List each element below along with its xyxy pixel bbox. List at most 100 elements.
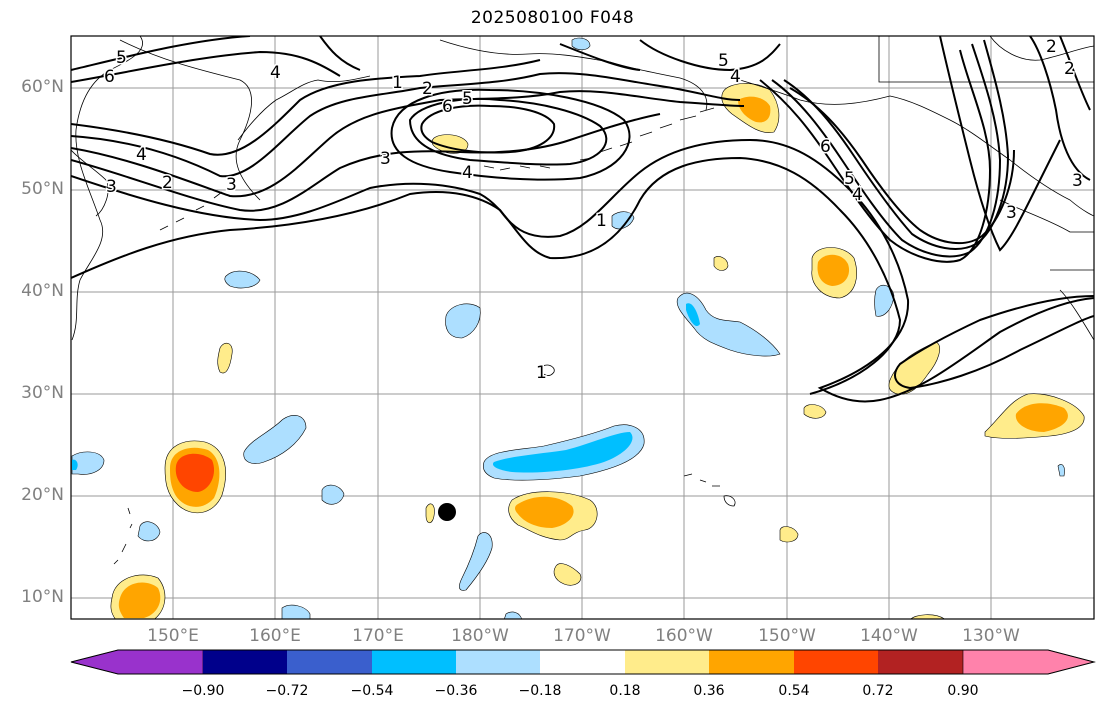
lon-label: 150°E [147,626,199,646]
cool-blob [224,270,261,289]
lon-label: 180°W [451,626,509,646]
colorbar-tick-label: 0.36 [693,683,725,699]
warm-blob [553,563,582,586]
colorbar-tick-label: 0.90 [947,683,979,699]
cool-blob [874,284,895,317]
colorbar-cell [962,649,1096,675]
colorbar-cell [372,650,456,674]
colorbar-tick-label: −0.72 [265,683,309,699]
lon-label: 150°W [758,626,816,646]
contour-label: 6 [104,67,115,87]
colorbar-tick-label: 0.18 [609,683,641,699]
colorbar-cell [878,650,963,674]
warm-blob [118,582,161,618]
contour-label: 4 [270,63,281,83]
contour-label: 2 [422,79,433,99]
storm-position-marker [438,503,456,521]
lon-label: 170°W [553,626,611,646]
colorbar-cell [456,650,540,674]
colorbar-cell [70,649,204,675]
warm-blob [425,503,435,524]
colorbar-outline [70,649,1096,675]
colorbar [70,649,1096,675]
contour-label-group: 5 6 4 1 2 6 5 3 4 1 2 4 3 3 1 4 5 6 5 4 … [103,36,1085,385]
warm-blob [515,496,574,528]
colorbar-tick-label: −0.36 [434,683,478,699]
cool-blob [571,37,591,51]
warm-blob [175,453,215,492]
lat-label: 50°N [21,179,64,199]
gridlines [71,36,1094,619]
contour-label: 2 [1064,59,1075,79]
contour-label: 3 [106,177,117,197]
contour-label: 5 [718,51,729,71]
contour-label: 4 [852,185,863,205]
lon-label: 160°E [249,626,301,646]
lat-label: 30°N [21,383,64,403]
colorbar-tick-label: 0.54 [778,683,810,699]
contour-label: 1 [596,211,607,231]
lat-label: 40°N [21,281,64,301]
colorbar-cell [794,650,878,674]
cool-blob [72,459,78,470]
cool-blob [445,303,481,339]
lon-label: 160°W [655,626,713,646]
lat-label: 20°N [21,485,64,505]
warm-blob [779,526,799,543]
contour-label: 3 [1072,171,1083,191]
anomaly-shading [71,37,1085,619]
contour-label: 2 [162,173,173,193]
cool-blob [71,451,105,475]
contour-label: 2 [1046,37,1057,57]
lon-label: 170°E [352,626,404,646]
contour-lines [71,36,1094,403]
colorbar-cell [287,650,372,674]
colorbar-tick-label: −0.54 [350,683,394,699]
contour-label: 6 [442,97,453,117]
cool-blob [137,521,161,542]
colorbar-tick-label: −0.18 [518,683,562,699]
colorbar-cell [625,650,709,674]
contour-label: 1 [536,363,547,383]
cool-blob [1057,464,1065,477]
lon-label: 130°W [962,626,1020,646]
contour-label: 3 [380,149,391,169]
lon-label: 140°W [860,626,918,646]
contour-label: 4 [136,145,147,165]
contour-label: 1 [392,73,403,93]
warm-blob [888,341,940,395]
colorbar-cell [709,650,794,674]
colorbar-cell [540,650,625,674]
cool-blob [281,604,311,619]
warm-blob [910,614,945,619]
colorbar-cell [203,650,287,674]
contour-label: 4 [730,67,741,87]
contour-label: 3 [1006,203,1017,223]
contour-label: 3 [226,175,237,195]
cool-blob [243,415,307,464]
cool-blob [321,484,345,505]
colorbar-tick-label: 0.72 [862,683,894,699]
warm-blob [817,254,850,286]
cool-blob [459,532,493,591]
contour-label: 5 [116,48,127,68]
contour-label: 5 [844,169,855,189]
contour-label: 6 [820,137,831,157]
cool-blob [611,211,635,230]
lat-label: 60°N [21,77,64,97]
contour-label: 4 [462,163,473,183]
cool-blob [492,432,633,473]
contour-label: 5 [462,89,473,109]
warm-blob [713,256,729,271]
map-frame [70,35,1095,620]
lat-label: 10°N [21,587,64,607]
warm-blob [1015,403,1068,432]
map-area: 5 6 4 1 2 6 5 3 4 1 2 4 3 3 1 4 5 6 5 4 … [71,36,1094,619]
colorbar-tick-label: −0.90 [181,683,225,699]
map-title: 2025080100 F048 [470,8,635,28]
cool-blob [504,611,522,619]
cool-blob [676,292,781,357]
warm-blob [217,342,233,374]
warm-blob [738,96,771,123]
